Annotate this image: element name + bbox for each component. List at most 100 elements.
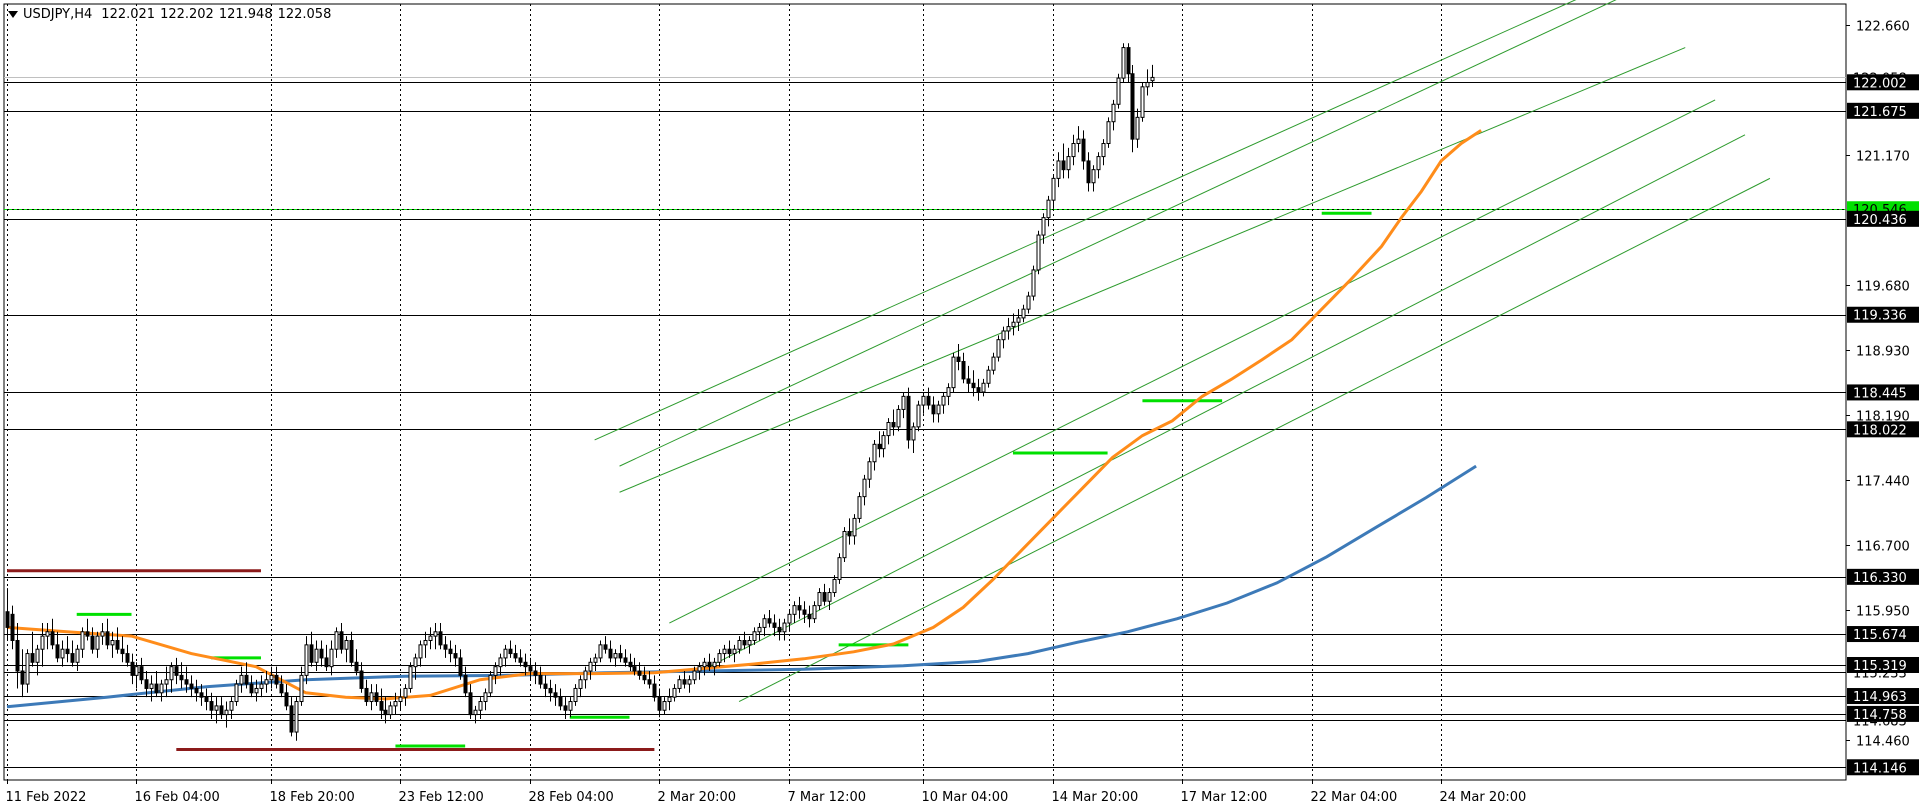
candle-body <box>284 692 289 707</box>
candle <box>359 662 364 693</box>
support-resistance-marks <box>7 211 1372 751</box>
candle-body <box>936 404 941 415</box>
candle-body <box>543 683 548 689</box>
candle <box>862 474 867 506</box>
candle <box>289 697 294 737</box>
candle-body <box>976 387 981 393</box>
level-price-tag-bg <box>1847 688 1919 705</box>
candle-body <box>369 692 374 703</box>
candle-body <box>423 639 428 646</box>
candle <box>130 653 135 685</box>
candle <box>1086 152 1091 192</box>
candle <box>1026 291 1031 314</box>
candle-body <box>334 631 339 650</box>
candle <box>872 439 877 471</box>
price-tags: 122.058120.546115.233114.683120.546122.0… <box>1847 69 1919 776</box>
candle <box>1031 265 1036 301</box>
candle <box>483 688 488 711</box>
candle <box>543 675 548 698</box>
candle-body <box>1051 177 1056 201</box>
candle <box>752 627 757 645</box>
candle-body <box>1126 47 1131 75</box>
candle-body <box>812 605 817 620</box>
candle-body <box>832 578 837 594</box>
candle <box>139 657 144 685</box>
candle-body <box>418 644 423 659</box>
symbol: USDJPY <box>23 7 71 22</box>
candle <box>229 697 234 719</box>
candle <box>438 623 443 650</box>
candle <box>428 627 433 650</box>
candle <box>468 684 473 719</box>
price-tick-label: 122.660 <box>1856 20 1910 35</box>
price-tick-label: 119.680 <box>1856 280 1910 295</box>
candle-body <box>578 679 583 689</box>
candle <box>488 671 493 698</box>
candle <box>608 640 613 663</box>
candle <box>867 457 872 488</box>
candle-body <box>956 356 961 362</box>
candle-body <box>374 692 379 703</box>
chevron-down-icon[interactable] <box>8 11 18 18</box>
candle <box>513 644 518 663</box>
candle <box>1106 117 1111 148</box>
candle <box>120 636 125 663</box>
candle-body <box>299 674 304 703</box>
candle <box>762 614 767 637</box>
candle <box>1116 73 1121 109</box>
candle <box>254 679 259 702</box>
candle-body <box>797 605 802 611</box>
candle <box>906 387 911 449</box>
channel-line <box>619 47 1686 493</box>
candle-body <box>110 639 115 646</box>
candle-body <box>782 622 787 633</box>
candle <box>224 701 229 728</box>
candle <box>817 588 822 610</box>
candle-body <box>125 653 130 663</box>
candle-body <box>837 557 842 580</box>
candle <box>996 335 1001 362</box>
candle <box>767 609 772 628</box>
level-price-tag: 114.963 <box>1853 690 1907 705</box>
timeframe: H4 <box>74 7 93 22</box>
candle-body <box>339 631 344 650</box>
candle-body <box>254 687 259 694</box>
candle <box>423 631 428 658</box>
candle-body <box>971 382 976 389</box>
level-price-tag: 114.146 <box>1853 761 1907 776</box>
candle-body <box>732 648 737 655</box>
candle <box>583 666 588 689</box>
candle-body <box>214 705 219 711</box>
candle-body <box>1021 308 1026 319</box>
candle-body <box>50 631 55 646</box>
candle <box>50 618 55 650</box>
candle <box>179 662 184 689</box>
candle-body <box>911 426 916 441</box>
candle-body <box>393 701 398 707</box>
candle <box>951 352 956 392</box>
candle-body <box>632 666 637 672</box>
candle <box>742 631 747 650</box>
candle-body <box>259 683 264 689</box>
candle <box>961 352 966 384</box>
candle-body <box>817 592 822 607</box>
candle-body <box>931 404 936 415</box>
candle-body <box>199 692 204 698</box>
candle <box>613 649 618 667</box>
time-tick-label: 28 Feb 04:00 <box>529 790 614 805</box>
candle <box>284 684 289 711</box>
candle-body <box>264 679 269 685</box>
candle <box>782 618 787 641</box>
candle-body <box>1026 295 1031 310</box>
candle <box>687 675 692 693</box>
candle <box>881 431 886 458</box>
level-price-tag: 115.319 <box>1853 659 1907 674</box>
candle-body <box>1011 321 1016 328</box>
candle <box>628 653 633 672</box>
candle <box>1145 69 1150 96</box>
candle <box>5 588 10 641</box>
candle <box>1016 309 1021 331</box>
candle-body <box>179 674 184 681</box>
